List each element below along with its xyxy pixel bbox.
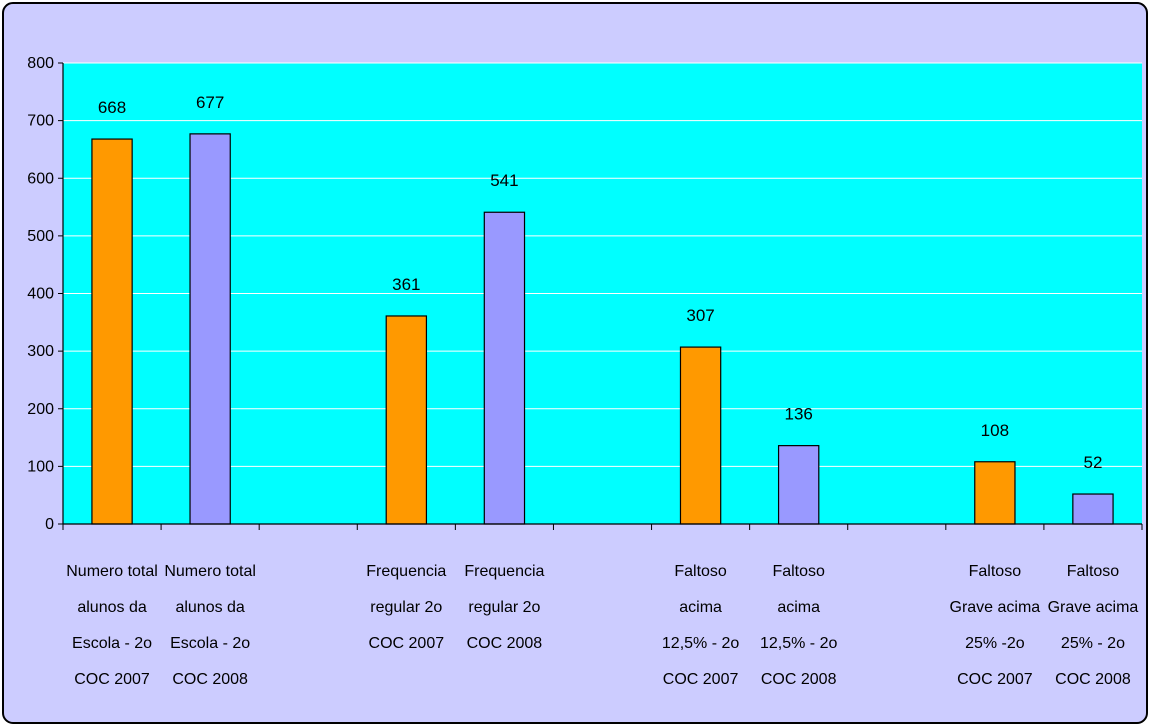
bar (189, 133, 231, 525)
axes (58, 62, 1143, 530)
data-label: 307 (686, 306, 714, 325)
data-label: 52 (1083, 453, 1102, 472)
bars (91, 133, 1114, 525)
x-tick-label: Faltoso acima 12,5% - 2o COC 2007 (662, 563, 739, 688)
x-tick-label: Faltoso Grave acima 25% -2o COC 2007 (950, 563, 1041, 688)
x-tick-label: Numero total alunos da Escola - 2o COC 2008 (164, 563, 256, 688)
x-tick-label: Frequencia regular 2o COC 2008 (464, 563, 544, 652)
bar (483, 211, 526, 525)
y-tick-label: 500 (27, 228, 54, 245)
y-tick-labels: 0 100 200 300 400 500 600 700 800 (27, 55, 54, 533)
y-tick-label: 700 (27, 113, 54, 130)
bar (777, 445, 820, 525)
data-labels: 668 677 361 541 307 136 108 52 (98, 93, 1103, 472)
data-label: 541 (490, 171, 518, 190)
data-label: 361 (392, 275, 420, 294)
bar (1072, 493, 1114, 525)
data-label: 677 (196, 93, 224, 112)
y-tick-label: 0 (45, 516, 54, 533)
y-tick-label: 400 (27, 286, 54, 303)
y-tick-label: 200 (27, 401, 54, 418)
x-tick-label: Frequencia regular 2o COC 2007 (366, 563, 446, 652)
y-tick-label: 100 (27, 458, 54, 475)
bar (974, 461, 1016, 525)
data-label: 668 (98, 98, 126, 117)
data-label: 108 (981, 421, 1009, 440)
bar (385, 315, 428, 525)
data-label: 136 (784, 405, 812, 424)
y-tick-label: 600 (27, 170, 54, 187)
gridlines (63, 62, 1142, 467)
y-tick-label: 300 (27, 343, 54, 360)
y-tick-label: 800 (27, 55, 54, 72)
x-tick-label: Numero total alunos da Escola - 2o COC 2007 (66, 563, 158, 688)
x-tick-label: Faltoso Grave acima 25% - 2o COC 2008 (1048, 563, 1139, 688)
x-tick-label: Faltoso acima 12,5% - 2o COC 2008 (760, 563, 837, 688)
bar (679, 346, 722, 525)
x-tick-labels: Numero total alunos da Escola - 2o COC 2007… (66, 563, 1138, 688)
bar (91, 138, 133, 525)
